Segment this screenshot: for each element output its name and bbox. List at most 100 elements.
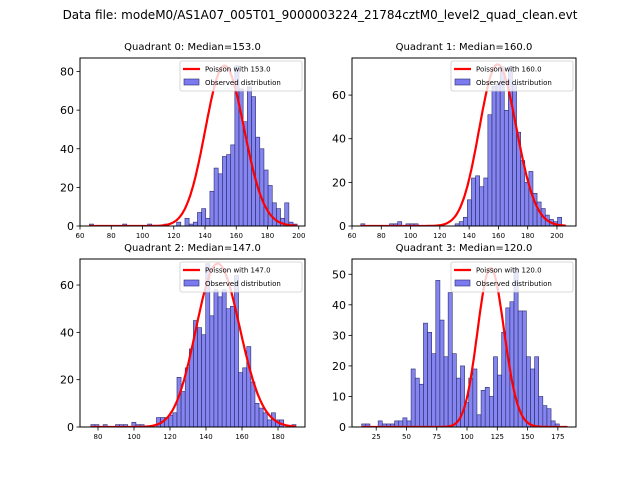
histogram-bar xyxy=(226,154,231,226)
histogram-bar xyxy=(538,396,544,427)
histogram-bar xyxy=(471,177,476,226)
legend-observed-swatch xyxy=(183,78,200,86)
subplot-quadrant-1: 60 80 100 120 140 160 180 200 0 20 40 60 Quadrant 1:… xyxy=(332,42,577,240)
histogram-bar xyxy=(489,396,494,427)
legend-observed-swatch xyxy=(183,279,200,287)
histogram-bar xyxy=(431,353,437,427)
histogram-bar xyxy=(168,414,174,427)
y-tick-label: 0 xyxy=(339,220,346,233)
x-tick-label: 100 xyxy=(404,232,417,240)
x-tick-label: 60 xyxy=(76,232,85,240)
histogram-bar xyxy=(521,310,527,427)
subplot-quadrant-3: 25 50 75 100 125 150 175 0 10 20 30 40 50 Quadrant 3:… xyxy=(332,243,577,441)
histogram-bar xyxy=(493,356,498,427)
figure-suptitle: Data file: modeM0/AS1A07_005T01_90000032… xyxy=(62,8,578,22)
histogram-bar xyxy=(484,386,490,427)
histogram-bar xyxy=(263,169,269,226)
y-tick-label: 80 xyxy=(60,66,74,79)
histogram-bar xyxy=(479,186,485,226)
histogram-bar xyxy=(467,199,472,226)
histogram-bar xyxy=(209,315,215,427)
y-tick-label: 60 xyxy=(60,279,74,292)
x-tick-label: 125 xyxy=(491,433,504,441)
x-tick-label: 180 xyxy=(261,232,274,240)
histogram-bar xyxy=(526,356,531,427)
histogram-bar xyxy=(501,332,507,427)
legend-box xyxy=(179,261,303,293)
histogram-bar xyxy=(458,221,464,226)
histogram-bar xyxy=(234,275,239,427)
histogram-bar xyxy=(487,114,493,226)
plot-area xyxy=(90,262,297,427)
histogram-bar xyxy=(262,412,268,427)
poisson-curve xyxy=(89,64,298,226)
histogram-bar xyxy=(497,374,502,427)
subplot-title: Quadrant 3: Median=120.0 xyxy=(396,243,533,254)
legend-observed-label: Observed distribution xyxy=(205,280,281,288)
histogram-bar xyxy=(480,390,486,427)
y-tick-label: 40 xyxy=(60,326,74,339)
histogram-bar xyxy=(534,356,540,427)
histogram-bar xyxy=(213,289,219,427)
legend-poisson-label: Poisson with 147.0 xyxy=(205,267,271,275)
subplot-title: Quadrant 0: Median=153.0 xyxy=(124,42,261,53)
poisson-curve xyxy=(360,63,566,226)
legend-observed-swatch xyxy=(454,78,471,86)
x-tick-label: 80 xyxy=(377,232,386,240)
x-tick-label: 180 xyxy=(521,232,534,240)
histogram-bar xyxy=(242,367,248,427)
histogram-bar xyxy=(276,208,281,226)
x-tick-label: 120 xyxy=(433,232,446,240)
histogram-bar xyxy=(201,208,207,226)
legend: Poisson with 147.0 Observed distribution xyxy=(179,261,303,293)
histogram-bar xyxy=(217,296,223,427)
histogram-bar xyxy=(254,403,260,427)
histogram-bar xyxy=(530,368,535,427)
y-tick-label: 20 xyxy=(60,374,74,387)
x-tick-label: 180 xyxy=(271,433,284,441)
y-tick-label: 20 xyxy=(60,181,74,194)
y-tick-label: 40 xyxy=(60,143,74,156)
histogram-bar xyxy=(209,190,215,226)
histogram-bar xyxy=(266,419,272,427)
histogram-bar xyxy=(410,368,416,427)
y-tick-label: 0 xyxy=(67,421,74,434)
x-tick-label: 120 xyxy=(163,433,176,441)
histogram-bar xyxy=(475,175,480,226)
histogram-bar xyxy=(184,217,190,226)
x-tick-label: 60 xyxy=(348,232,357,240)
histogram-bar xyxy=(439,319,445,427)
histogram-bar xyxy=(447,292,453,427)
axes-frame xyxy=(351,258,577,428)
subplot-quadrant-0: 60 80 100 120 140 160 180 200 0 20 40 60 80 Quadrant … xyxy=(60,42,306,240)
histogram-bar xyxy=(503,110,509,226)
y-tick-label: 0 xyxy=(339,421,346,434)
legend-observed-label: Observed distribution xyxy=(205,79,281,87)
x-tick-label: 50 xyxy=(402,433,411,441)
x-tick-label: 100 xyxy=(136,232,149,240)
x-tick-label: 200 xyxy=(550,232,563,240)
plot-area xyxy=(89,64,298,226)
histogram-bar xyxy=(213,167,219,226)
histogram-bar xyxy=(250,381,256,427)
histogram-bar xyxy=(443,356,449,427)
histogram-bar xyxy=(259,148,265,226)
histogram-bar xyxy=(172,412,178,427)
legend-observed-swatch xyxy=(454,279,471,287)
histogram-bar xyxy=(423,322,428,427)
histogram-bar xyxy=(225,308,231,427)
x-tick-label: 160 xyxy=(492,232,505,240)
histogram-bar xyxy=(495,83,501,226)
x-tick-label: 100 xyxy=(460,433,473,441)
y-tick-label: 40 xyxy=(332,133,346,146)
histogram-bar xyxy=(365,423,371,427)
subplot-quadrant-2: 80 100 120 140 160 180 0 20 40 60 Quadrant 2: Medi… xyxy=(60,243,306,441)
poisson-curve xyxy=(361,266,568,427)
histogram-bar xyxy=(230,306,235,427)
legend-poisson-label: Poisson with 153.0 xyxy=(205,66,271,74)
histogram-bar xyxy=(217,173,223,226)
histogram-bar xyxy=(462,216,468,226)
x-tick-label: 150 xyxy=(521,433,534,441)
histogram-bar xyxy=(427,332,432,427)
